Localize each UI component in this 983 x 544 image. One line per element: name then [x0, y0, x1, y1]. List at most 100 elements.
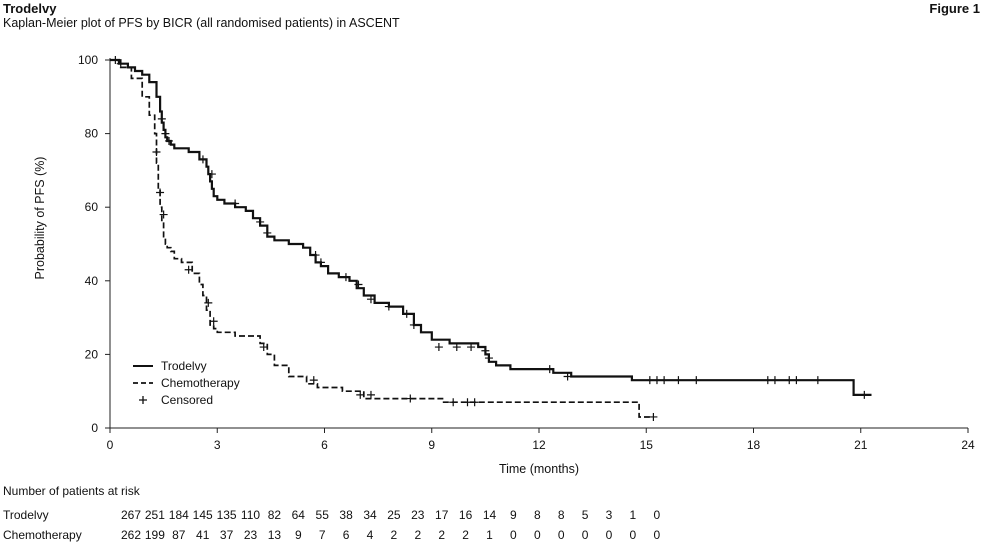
trodelvy-censor-mark: [792, 376, 801, 385]
trodelvy-censor-mark: [452, 343, 461, 352]
trodelvy-censor-mark: [860, 390, 869, 399]
chemotherapy-censor-mark: [449, 398, 458, 407]
trodelvy-censor-mark: [645, 376, 654, 385]
trodelvy-censor-mark: [164, 136, 173, 145]
chemotherapy-censor-mark: [156, 188, 165, 197]
product-name: Trodelvy: [3, 1, 57, 16]
legend-label: Censored: [161, 393, 213, 407]
risk-cell: 267: [121, 508, 141, 522]
chemotherapy-censor-mark: [259, 343, 268, 352]
risk-cell: 0: [630, 528, 637, 542]
trodelvy-censor-mark: [366, 295, 375, 304]
chemotherapy-censor-mark: [159, 210, 168, 219]
chart-curves: [110, 58, 872, 418]
y-tick-label: 80: [85, 127, 99, 141]
chemotherapy-censor-mark: [406, 394, 415, 403]
chemotherapy-censor-mark: [184, 265, 193, 274]
x-axis-label: Time (months): [499, 462, 579, 476]
risk-cell: 41: [196, 528, 210, 542]
chemotherapy-censor-mark: [470, 398, 479, 407]
risk-cell: 2: [391, 528, 398, 542]
risk-cell: 9: [510, 508, 517, 522]
risk-table-title: Number of patients at risk: [3, 484, 141, 498]
trodelvy-censor-mark: [652, 376, 661, 385]
chemotherapy-censor-mark: [649, 412, 658, 421]
risk-cell: 0: [653, 528, 660, 542]
trodelvy-censor-mark: [467, 343, 476, 352]
y-tick-label: 40: [85, 274, 99, 288]
trodelvy-censor-mark: [409, 320, 418, 329]
risk-cell: 37: [220, 528, 234, 542]
x-tick-label: 12: [532, 438, 546, 452]
chemotherapy-censor-mark: [463, 398, 472, 407]
risk-cell: 16: [459, 508, 473, 522]
risk-cell: 64: [292, 508, 306, 522]
chart-legend: Trodelvy Chemotherapy Censored: [133, 359, 240, 407]
risk-cell: 0: [653, 508, 660, 522]
risk-cell: 0: [558, 528, 565, 542]
risk-cell: 3: [606, 508, 613, 522]
trodelvy-censor-mark: [434, 343, 443, 352]
risk-cell: 5: [582, 508, 589, 522]
risk-cell: 0: [534, 528, 541, 542]
risk-cell: 87: [172, 528, 186, 542]
trodelvy-censor-mark: [256, 217, 265, 226]
trodelvy-censor-mark: [116, 59, 125, 68]
risk-cell: 6: [343, 528, 350, 542]
x-tick-label: 6: [321, 438, 328, 452]
y-tick-label: 60: [85, 200, 99, 214]
x-tick-label: 21: [854, 438, 868, 452]
risk-cell: 14: [483, 508, 497, 522]
x-tick-label: 0: [107, 438, 114, 452]
trodelvy-censor-mark: [316, 258, 325, 267]
risk-cell: 1: [486, 528, 493, 542]
y-tick-label: 20: [85, 347, 99, 361]
risk-cell: 2: [438, 528, 445, 542]
chemotherapy-censor-mark: [356, 390, 365, 399]
trodelvy-censor-mark: [263, 228, 272, 237]
chemotherapy-censor-mark: [204, 298, 213, 307]
trodelvy-censor-mark: [207, 170, 216, 179]
risk-cell: 2: [462, 528, 469, 542]
risk-cell: 82: [268, 508, 282, 522]
x-tick-label: 3: [214, 438, 221, 452]
trodelvy-censor-mark: [763, 376, 772, 385]
trodelvy-censor-mark: [341, 273, 350, 282]
risk-cell: 13: [268, 528, 282, 542]
figure-label: Figure 1: [929, 1, 980, 16]
legend-swatch-censor: [139, 396, 147, 404]
trodelvy-censor-mark: [692, 376, 701, 385]
risk-cell: 7: [319, 528, 326, 542]
risk-cell: 25: [387, 508, 401, 522]
risk-cell: 8: [534, 508, 541, 522]
chart-axes: 0 3 6 9 12 15 18 21 24 0 20 40 60 80 100: [78, 53, 975, 452]
risk-cell: 110: [241, 508, 260, 522]
y-tick-label: 0: [91, 421, 98, 435]
risk-cell: 9: [295, 528, 302, 542]
censor-marks: [111, 56, 869, 421]
y-tick-label: 100: [78, 53, 98, 67]
risk-cell: 55: [316, 508, 330, 522]
risk-cell: 199: [145, 528, 165, 542]
risk-cell: 145: [193, 508, 213, 522]
x-tick-label: 24: [961, 438, 975, 452]
risk-cell: 135: [217, 508, 237, 522]
legend-label: Trodelvy: [161, 359, 207, 373]
risk-cell: 184: [169, 508, 189, 522]
legend-label: Chemotherapy: [161, 376, 240, 390]
risk-cell: 1: [630, 508, 637, 522]
risk-cell: 0: [510, 528, 517, 542]
trodelvy-censor-mark: [231, 199, 240, 208]
trodelvy-censor-mark: [674, 376, 683, 385]
risk-cell: 8: [558, 508, 565, 522]
x-tick-label: 18: [747, 438, 761, 452]
risk-cell: 0: [606, 528, 613, 542]
figure-subtitle: Kaplan-Meier plot of PFS by BICR (all ra…: [3, 16, 400, 30]
risk-cell: 34: [363, 508, 377, 522]
chemotherapy-censor-mark: [366, 390, 375, 399]
chemotherapy-censor-mark: [152, 148, 161, 156]
trodelvy-censor-mark: [484, 354, 493, 363]
risk-cell: 4: [367, 528, 374, 542]
